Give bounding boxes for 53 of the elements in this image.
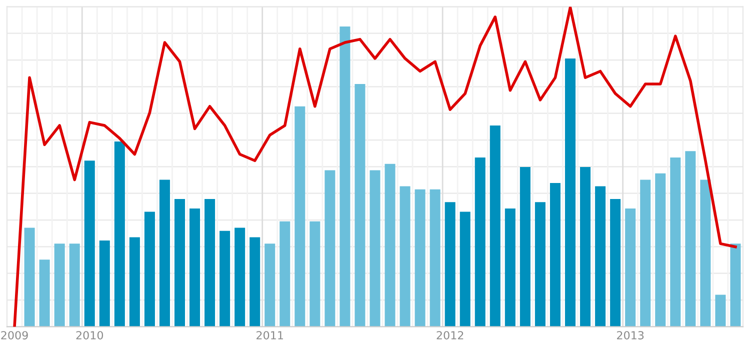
bar bbox=[24, 228, 35, 327]
bar bbox=[414, 189, 426, 327]
bar bbox=[370, 170, 380, 327]
bar bbox=[384, 164, 396, 327]
bar bbox=[280, 221, 290, 327]
bar bbox=[84, 160, 95, 327]
bar bbox=[700, 180, 711, 327]
x-tick-label: 2009 bbox=[1, 331, 28, 340]
bar bbox=[190, 208, 200, 327]
bar bbox=[640, 180, 651, 327]
bar bbox=[144, 212, 155, 327]
bar bbox=[625, 208, 636, 327]
bar bbox=[39, 260, 50, 327]
bar bbox=[354, 84, 366, 327]
bar bbox=[69, 244, 80, 327]
bar bbox=[490, 126, 500, 327]
bar bbox=[310, 221, 320, 327]
bar bbox=[715, 294, 726, 327]
bar bbox=[444, 202, 456, 327]
x-tick-label: 2010 bbox=[76, 331, 104, 340]
bar bbox=[580, 167, 591, 327]
bar bbox=[204, 198, 216, 327]
bar bbox=[534, 202, 546, 327]
bar bbox=[610, 198, 621, 327]
bar bbox=[730, 244, 741, 327]
bar bbox=[264, 244, 276, 327]
bar bbox=[670, 157, 681, 327]
bar bbox=[685, 151, 696, 327]
bar bbox=[220, 230, 230, 327]
bar bbox=[550, 183, 560, 327]
bar bbox=[324, 170, 336, 327]
bar bbox=[430, 189, 440, 327]
bar bbox=[474, 157, 486, 327]
bar bbox=[655, 173, 666, 327]
bar bbox=[129, 237, 140, 327]
bar bbox=[250, 237, 260, 327]
bar bbox=[340, 26, 350, 327]
bar bbox=[520, 167, 530, 327]
bar bbox=[565, 58, 576, 327]
bar bbox=[460, 212, 470, 327]
bar bbox=[504, 208, 516, 327]
bar bbox=[234, 228, 246, 327]
x-tick-label: 2012 bbox=[436, 331, 464, 340]
bar bbox=[400, 186, 410, 327]
x-tick-label: 2011 bbox=[256, 331, 283, 340]
bar bbox=[54, 244, 65, 327]
bar bbox=[114, 141, 125, 327]
bar bbox=[174, 198, 185, 327]
bar bbox=[99, 240, 110, 327]
bar bbox=[595, 186, 606, 327]
x-tick-label: 2013 bbox=[617, 331, 644, 340]
bar bbox=[294, 106, 306, 327]
bar bbox=[159, 180, 170, 327]
